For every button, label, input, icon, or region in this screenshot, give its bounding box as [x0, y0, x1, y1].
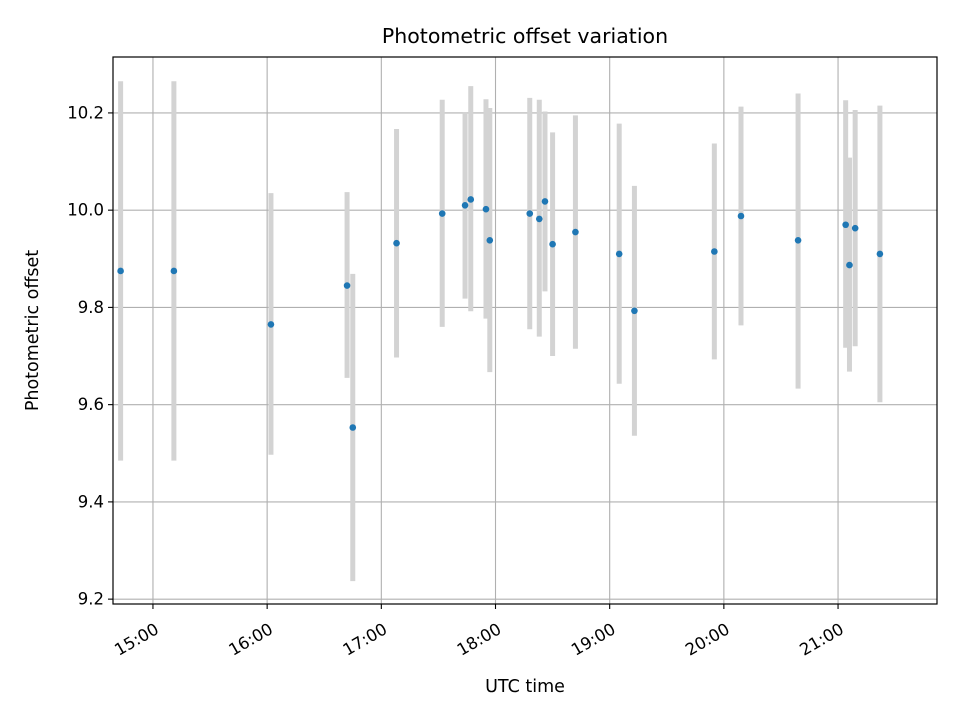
data-point: [794, 237, 802, 244]
data-point: [631, 307, 638, 315]
data-point: [343, 282, 351, 289]
data-point: [486, 237, 494, 244]
y-tick-label: 9.4: [78, 492, 104, 511]
data-point: [851, 224, 859, 232]
plot-frame: [112, 56, 938, 605]
y-tick-label: 10.2: [67, 103, 104, 122]
data-point: [438, 210, 446, 217]
data-point: [461, 201, 469, 209]
data-point: [572, 228, 579, 236]
data-point: [349, 424, 357, 431]
data-point: [541, 198, 549, 205]
chart-title: Photometric offset variation: [382, 24, 668, 48]
x-axis-label: UTC time: [485, 677, 565, 697]
data-point: [526, 210, 534, 217]
data-point: [267, 321, 275, 328]
data-point: [467, 196, 475, 203]
y-tick-label: 9.2: [78, 590, 104, 609]
data-point: [170, 267, 178, 275]
data-point: [393, 239, 400, 247]
y-tick-label: 10.0: [67, 201, 104, 220]
data-point: [737, 212, 745, 220]
data-point: [876, 250, 884, 258]
data-point: [549, 240, 556, 248]
data-points: [117, 196, 884, 431]
data-point: [842, 221, 849, 229]
y-tick-label: 9.6: [78, 395, 104, 414]
data-point: [482, 205, 490, 213]
data-point: [711, 248, 718, 255]
y-axis-label: Photometric offset: [23, 250, 43, 411]
y-axis: 9.2 9.4 9.6 9.8 10.0 10.2: [67, 103, 113, 609]
data-point: [535, 215, 543, 223]
data-point: [615, 250, 623, 258]
data-point: [117, 267, 124, 275]
y-tick-label: 9.8: [78, 298, 104, 317]
data-point: [846, 261, 853, 269]
